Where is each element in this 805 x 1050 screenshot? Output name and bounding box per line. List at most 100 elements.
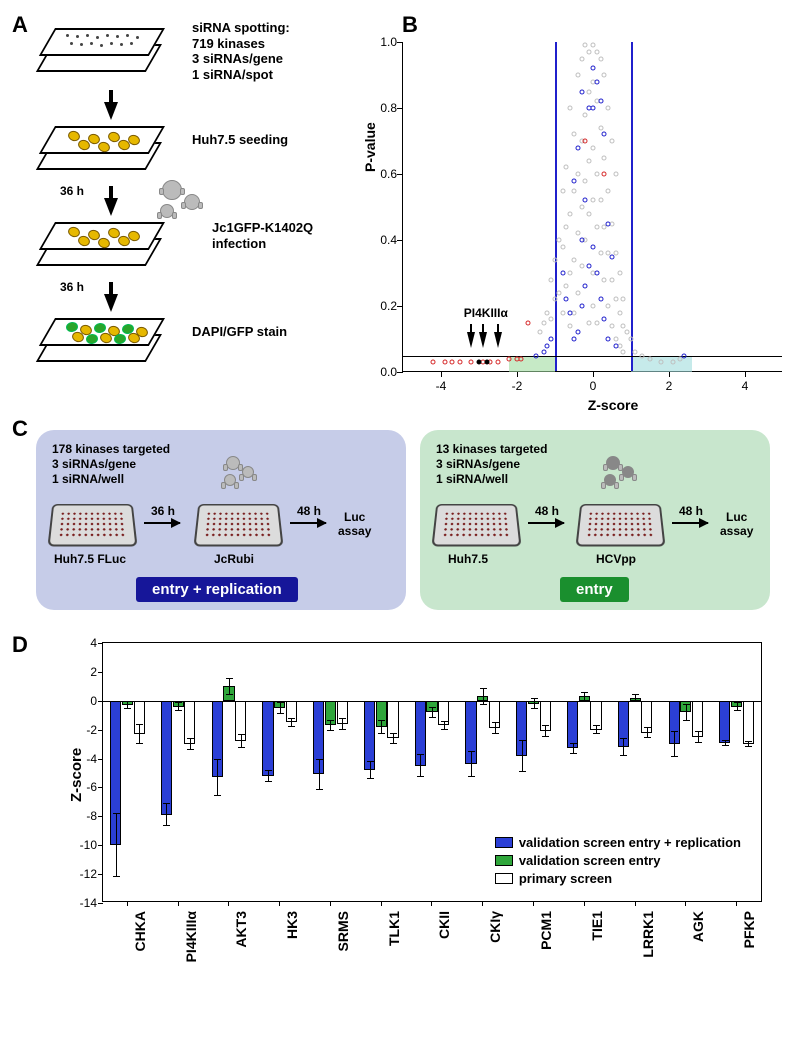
- scatter-point: [613, 343, 618, 348]
- error-bar: [342, 718, 343, 730]
- ytick-label: 0: [71, 694, 97, 708]
- scatter-point: [575, 145, 580, 150]
- error-bar: [534, 698, 535, 710]
- category-label: SRMS: [335, 911, 351, 951]
- scatter-chart: Z-score 0.00.20.40.60.81.0-4-2024PI4KIII…: [402, 42, 782, 372]
- scatter-point: [602, 317, 607, 322]
- error-bar: [522, 740, 523, 772]
- t1-label: 36 h: [151, 504, 175, 518]
- scatter-point: [610, 323, 615, 328]
- scatter-point: [598, 125, 603, 130]
- scatter-point: [564, 224, 569, 229]
- arrow-right-icon: [672, 522, 708, 524]
- slide-1: [52, 22, 172, 78]
- ytick-label: 0.2: [369, 299, 397, 313]
- error-bar: [483, 688, 484, 705]
- bar: [262, 701, 273, 776]
- scatter-point: [591, 304, 596, 309]
- scatter-point: [602, 73, 607, 78]
- error-bar: [229, 678, 230, 695]
- error-bar: [139, 724, 140, 744]
- legend-label: primary screen: [519, 871, 612, 886]
- legend: validation screen entry + replicationval…: [495, 832, 741, 889]
- scatter-point: [594, 49, 599, 54]
- scatter-point: [591, 106, 596, 111]
- scatter-point: [617, 271, 622, 276]
- error-bar: [432, 707, 433, 719]
- error-bar: [280, 702, 281, 714]
- error-bar: [393, 733, 394, 745]
- scatter-point: [602, 172, 607, 177]
- scatter-point: [602, 277, 607, 282]
- ytick-label: 0.8: [369, 101, 397, 115]
- scatter-point: [606, 221, 611, 226]
- error-bar: [217, 759, 218, 797]
- error-bar: [686, 704, 687, 721]
- card-right-line1: 13 kinases targeted: [436, 442, 754, 457]
- scatter-point: [598, 56, 603, 61]
- scatter-point: [640, 353, 645, 358]
- step3-text: Jc1GFP-K1402Q infection: [212, 220, 313, 251]
- error-bar: [584, 692, 585, 701]
- scatter-point: [431, 360, 436, 365]
- scatter-point: [583, 139, 588, 144]
- scatter-point: [579, 304, 584, 309]
- step2-text: Huh7.5 seeding: [192, 132, 288, 148]
- arrow-right-icon: [144, 522, 180, 524]
- arrow-right-icon: [290, 522, 326, 524]
- scatter-point: [594, 172, 599, 177]
- scatter-point: [587, 89, 592, 94]
- scatter-point: [591, 198, 596, 203]
- slide-3: [52, 216, 172, 272]
- scatter-point: [579, 205, 584, 210]
- step1-text: siRNA spotting: 719 kinases 3 siRNAs/gen…: [192, 20, 290, 82]
- error-bar: [573, 743, 574, 755]
- assay-label: Luc assay: [720, 510, 753, 538]
- scatter-point: [572, 337, 577, 342]
- xtick-label: 4: [742, 379, 749, 393]
- scatter-point: [572, 178, 577, 183]
- ytick-label: 2: [71, 665, 97, 679]
- scatter-point: [572, 257, 577, 262]
- bar-chart: -14-12-10-8-6-4-2024CHKAPI4KIIIαAKT3HK3S…: [102, 642, 762, 902]
- scatter-point: [598, 99, 603, 104]
- virus-icon: [226, 456, 240, 470]
- ytick-label: 0.4: [369, 233, 397, 247]
- scatter-point: [556, 238, 561, 243]
- scatter-point: [549, 317, 554, 322]
- scatter-point: [602, 132, 607, 137]
- scatter-point: [568, 106, 573, 111]
- panel-d: D Z-score -14-12-10-8-6-4-2024CHKAPI4KII…: [12, 632, 793, 1032]
- virus-icon: [604, 474, 616, 486]
- scatter-point: [560, 310, 565, 315]
- scatter-point: [575, 231, 580, 236]
- time-label-2: 36 h: [60, 280, 84, 294]
- ytick-label: -2: [71, 723, 97, 737]
- ytick-label: -6: [71, 780, 97, 794]
- category-label: LRRK1: [640, 911, 656, 958]
- panel-c: C 178 kinases targeted 3 siRNAs/gene 1 s…: [12, 422, 793, 622]
- plate-icon: [193, 504, 283, 547]
- error-bar: [623, 738, 624, 755]
- virus-icon: [622, 466, 634, 478]
- scatter-point: [579, 89, 584, 94]
- scatter-point: [526, 320, 531, 325]
- error-bar: [319, 759, 320, 791]
- error-bar: [268, 770, 269, 782]
- category-label: TIE1: [589, 911, 605, 941]
- scatter-point: [564, 284, 569, 289]
- xtick-label: 0: [590, 379, 597, 393]
- scatter-point: [583, 178, 588, 183]
- scatter-point: [549, 337, 554, 342]
- category-label: PCM1: [538, 911, 554, 950]
- t2-label: 48 h: [297, 504, 321, 518]
- scatter-point: [606, 337, 611, 342]
- scatter-point: [629, 337, 634, 342]
- scatter-point: [598, 297, 603, 302]
- xtick-label: 2: [666, 379, 673, 393]
- scatter-point: [583, 198, 588, 203]
- scatter-point: [484, 360, 489, 365]
- scatter-point: [537, 330, 542, 335]
- card-entry: 13 kinases targeted 3 siRNAs/gene 1 siRN…: [420, 430, 770, 610]
- scatter-point: [553, 257, 558, 262]
